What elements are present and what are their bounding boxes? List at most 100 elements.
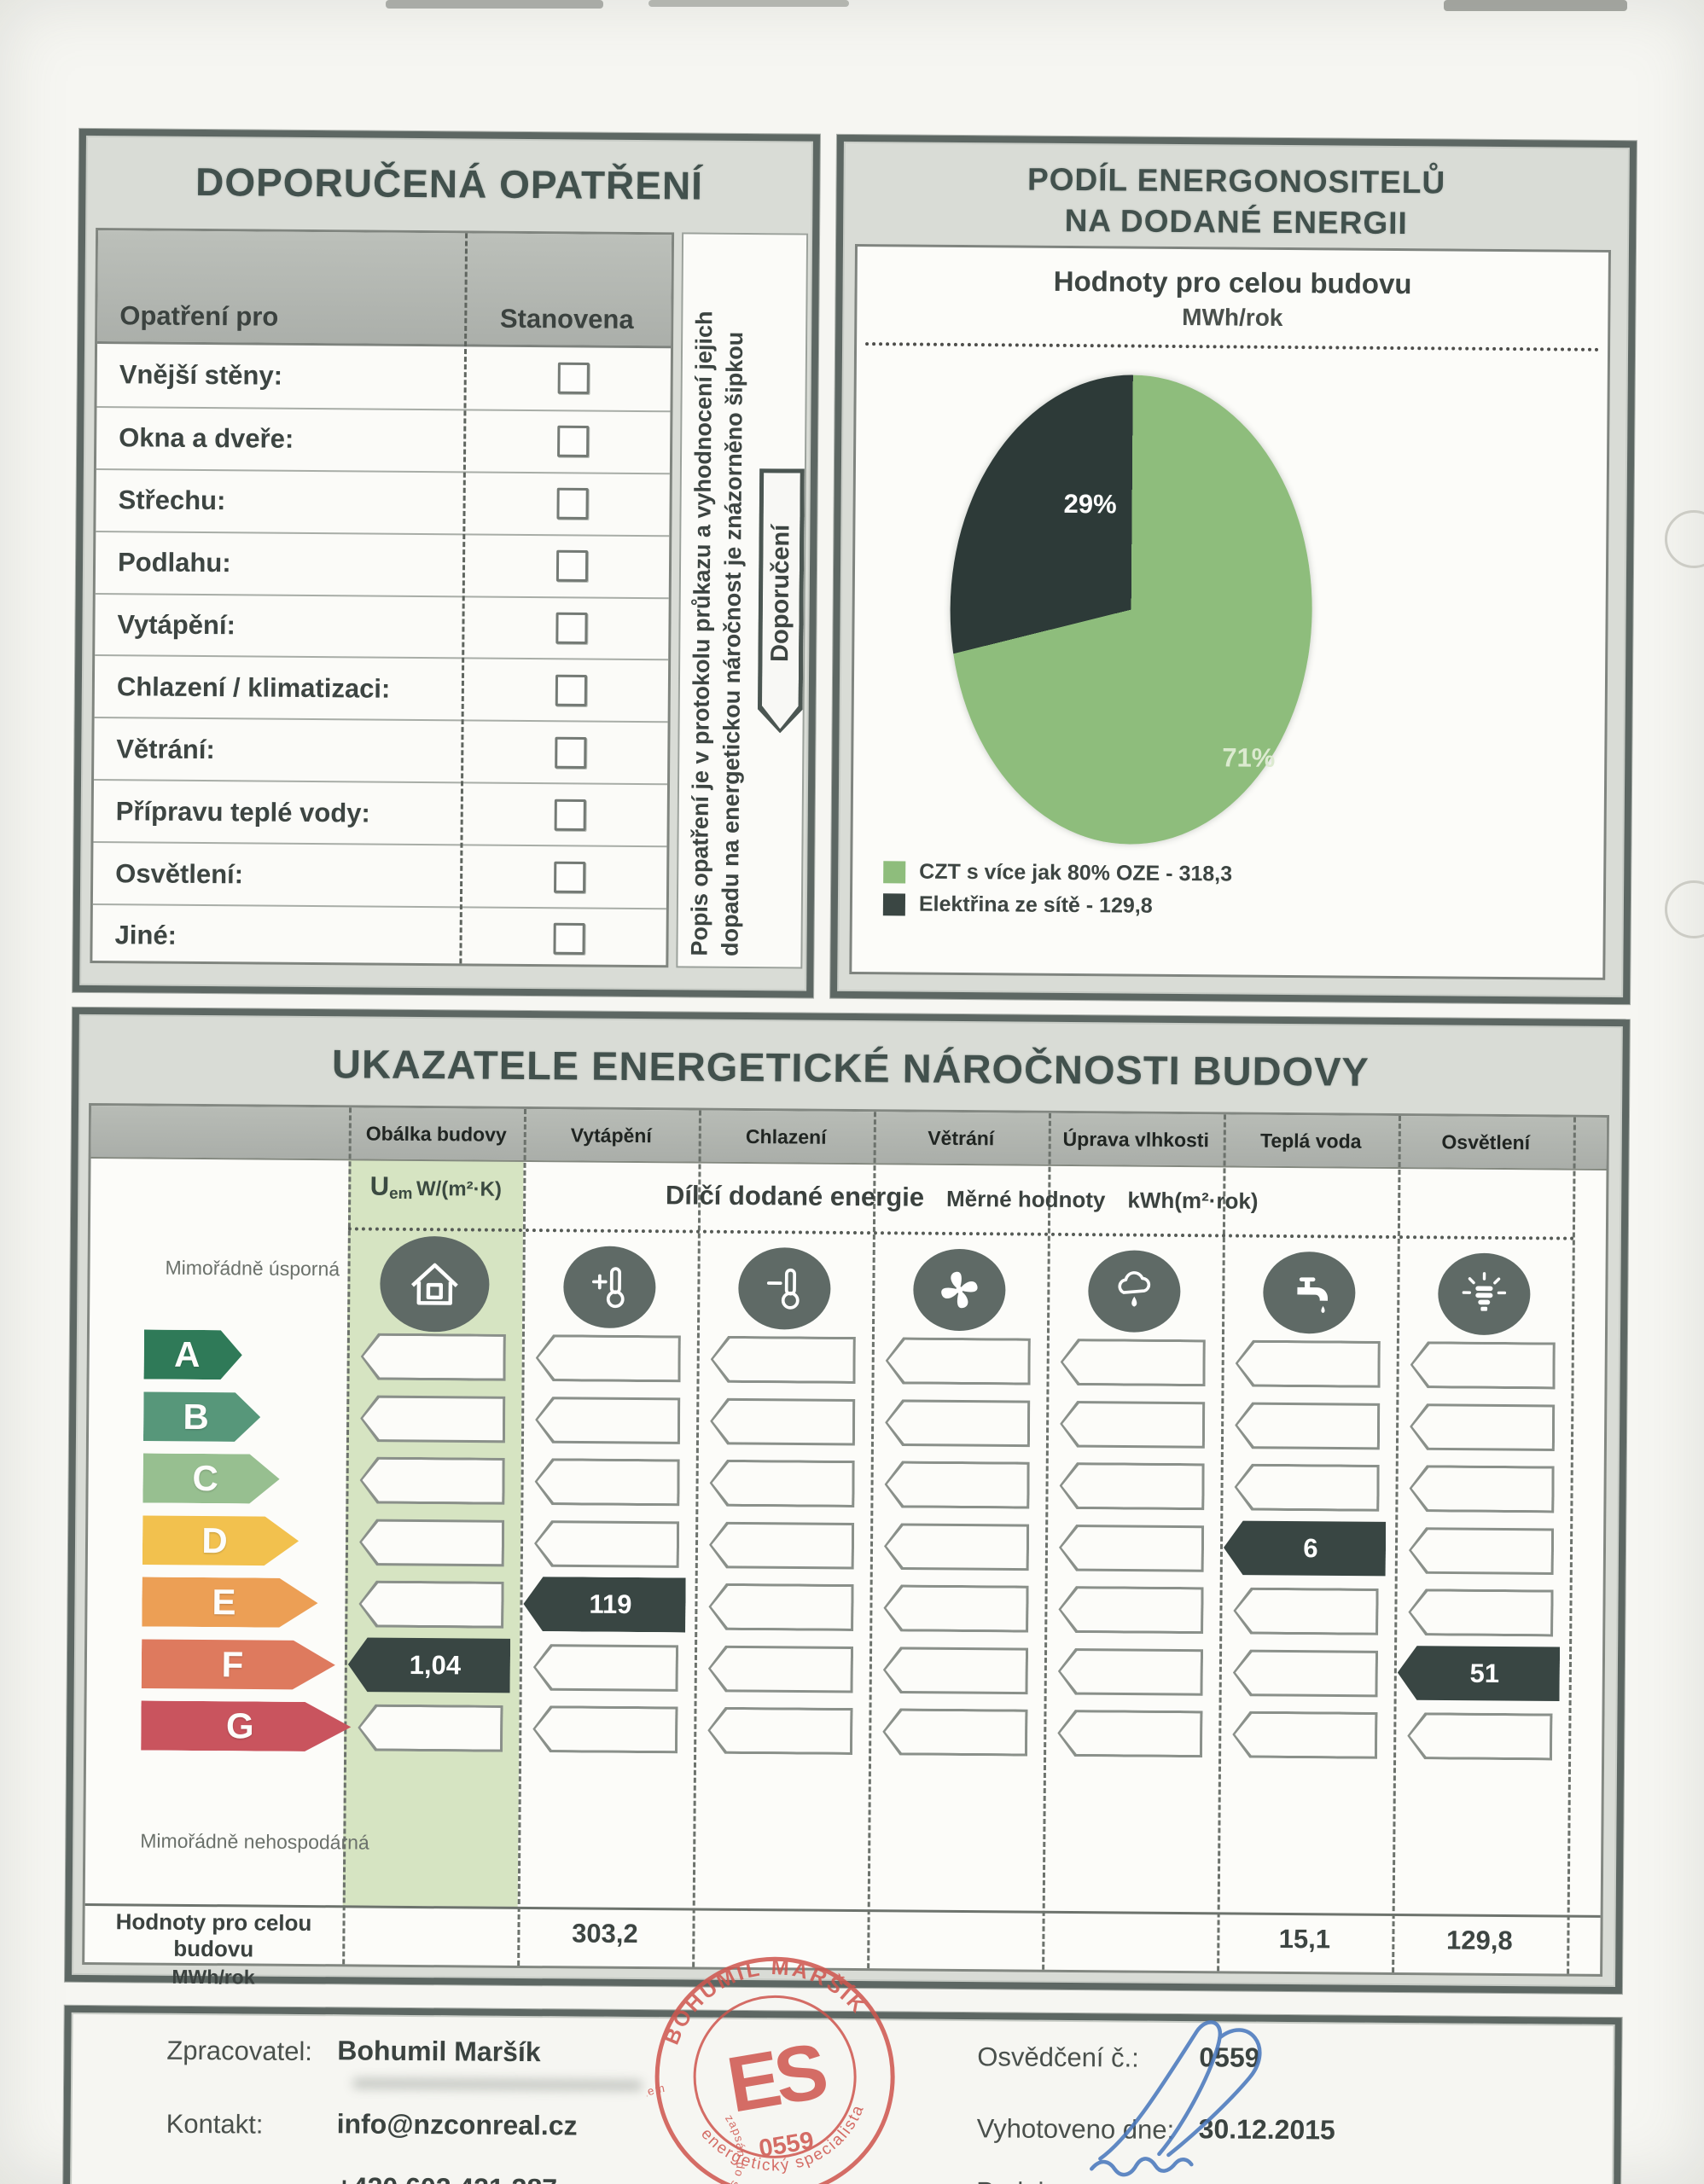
column-header-measure: Opatření pro [119,300,279,332]
empty-class-arrow [709,1521,854,1569]
energy-column-header: Úprava vlhkosti [1062,1127,1210,1151]
total-value [343,1916,518,1918]
measure-checkbox[interactable] [555,612,588,645]
value-arrow: 51 [1398,1646,1560,1701]
rating-letter: C [192,1457,218,1499]
recommended-measures-panel: DOPORUČENÁ OPATŘENÍ Opatření pro Stanove… [73,128,821,998]
empty-class-arrow [708,1645,853,1693]
measure-checkbox[interactable] [557,363,590,395]
measure-row: Podlahu: [95,530,670,597]
empty-class-arrow [884,1523,1029,1571]
measure-row: Větrání: [94,717,668,784]
dotted-rule [347,1227,1575,1240]
empty-class-arrow [1409,1527,1554,1575]
column-separator [1217,1114,1227,1972]
humidity-cloud-icon [1087,1250,1181,1333]
energy-column-header: Větrání [928,1126,995,1149]
column-separator [1567,1117,1576,1974]
empty-class-arrow [359,1456,504,1504]
pie-chart [948,373,1314,846]
empty-class-arrow [709,1460,854,1507]
thermometer-minus-icon [738,1246,831,1330]
faucet-icon [1262,1251,1356,1334]
empty-class-arrow [1410,1403,1555,1451]
empty-class-arrow [1057,1710,1202,1757]
rating-arrow-G: G [141,1700,351,1751]
rating-arrow-D: D [142,1515,299,1565]
scale-top-label: Mimořádně úsporná [165,1256,340,1281]
pie-unit: MWh/rok [1182,304,1283,331]
empty-class-arrow [1060,1400,1205,1448]
subheader-unit: kWh(m²·rok) [1127,1187,1259,1214]
contact-label: Kontakt: [166,2108,264,2140]
measure-checkbox[interactable] [554,799,586,831]
empty-class-arrow [883,1647,1028,1694]
lightbulb-icon [1437,1252,1531,1336]
empty-class-arrow [710,1397,855,1445]
empty-class-arrow [708,1583,853,1631]
empty-class-arrow [1409,1465,1554,1513]
total-value: 15,1 [1278,1923,1331,1955]
share-title-line1: PODÍL ENERGONOSITELŮ [1026,161,1446,200]
measure-checkbox[interactable] [555,549,589,583]
rating-letter: B [183,1396,210,1437]
measures-title: DOPORUČENÁ OPATŘENÍ [195,159,704,208]
measure-checkbox[interactable] [556,487,589,520]
side-note-line1: Popis opatření je v protokolu průkazu a … [686,311,718,956]
measure-row: Vnější stěny: [96,344,671,410]
empty-class-arrow [885,1399,1030,1447]
measure-row: Přípravu teplé vody: [93,779,668,846]
empty-class-arrow [1234,1464,1379,1512]
measure-row: Vytápění: [95,592,669,659]
legend-label: CZT s více jak 80% OZE - 318,3 [919,859,1233,886]
measure-row: Jiné: [92,903,666,971]
measure-checkbox[interactable] [553,923,585,956]
measure-checkbox[interactable] [555,674,588,706]
measure-checkbox[interactable] [557,426,590,458]
rating-letter: G [225,1705,254,1746]
empty-class-arrow [361,1333,506,1380]
empty-class-arrow [886,1337,1031,1385]
empty-class-arrow [707,1707,852,1755]
empty-class-arrow [1059,1462,1204,1510]
measure-label: Větrání: [116,734,215,764]
measure-checkbox[interactable] [555,736,587,769]
empty-class-arrow [883,1584,1028,1632]
legend-swatch-dark [882,892,906,915]
empty-class-arrow [532,1705,678,1753]
dashed-rule [865,342,1600,351]
rating-letter: D [201,1519,228,1560]
legend-item-czt: CZT s více jak 80% OZE - 318,3 [883,859,1232,886]
energy-column-header: Obálka budovy [365,1122,507,1146]
legend-swatch-green [883,860,906,883]
measure-row: Osvětlení: [92,841,667,909]
side-note-line2: dopadu na energetickou náročnost je znáz… [717,331,747,956]
value-arrow: 6 [1224,1520,1386,1576]
svg-text:BOHUMIL MARŠÍK: BOHUMIL MARŠÍK [648,1948,874,2051]
measures-table: Opatření pro Stanovena Vnější stěny: Okna… [90,228,675,971]
column-separator [692,1110,702,1967]
column-separator [867,1112,877,1969]
empty-class-arrow [1408,1589,1553,1636]
energy-column-header: Osvětlení [1441,1130,1531,1153]
measure-label: Vnější stěny: [119,359,283,392]
signature-label: Podpis: [976,2176,1065,2184]
column-separator [1042,1112,1052,1970]
measure-row: Okna a dveře: [96,405,671,473]
subheader-row: Dílčí dodané energie Měrné hodnoty kWh(m… [348,1177,1575,1217]
rating-letter: E [212,1582,236,1623]
measures-table-header: Opatření pro Stanovena [97,230,672,349]
empty-class-arrow [882,1708,1027,1756]
empty-class-arrow [533,1644,678,1692]
total-value [868,1920,1043,1922]
energy-column-header: Chlazení [745,1124,827,1148]
empty-class-arrow [1058,1647,1203,1695]
scan-artifact [386,0,603,9]
subheader-note: Měrné hodnoty [945,1185,1106,1213]
empty-class-arrow [1235,1340,1380,1388]
measures-rows: Vnější stěny: Okna a dveře: Střechu: Podlah… [92,344,671,971]
measure-checkbox[interactable] [554,861,586,893]
measure-label: Jiné: [114,920,177,951]
empty-class-arrow [358,1580,503,1628]
